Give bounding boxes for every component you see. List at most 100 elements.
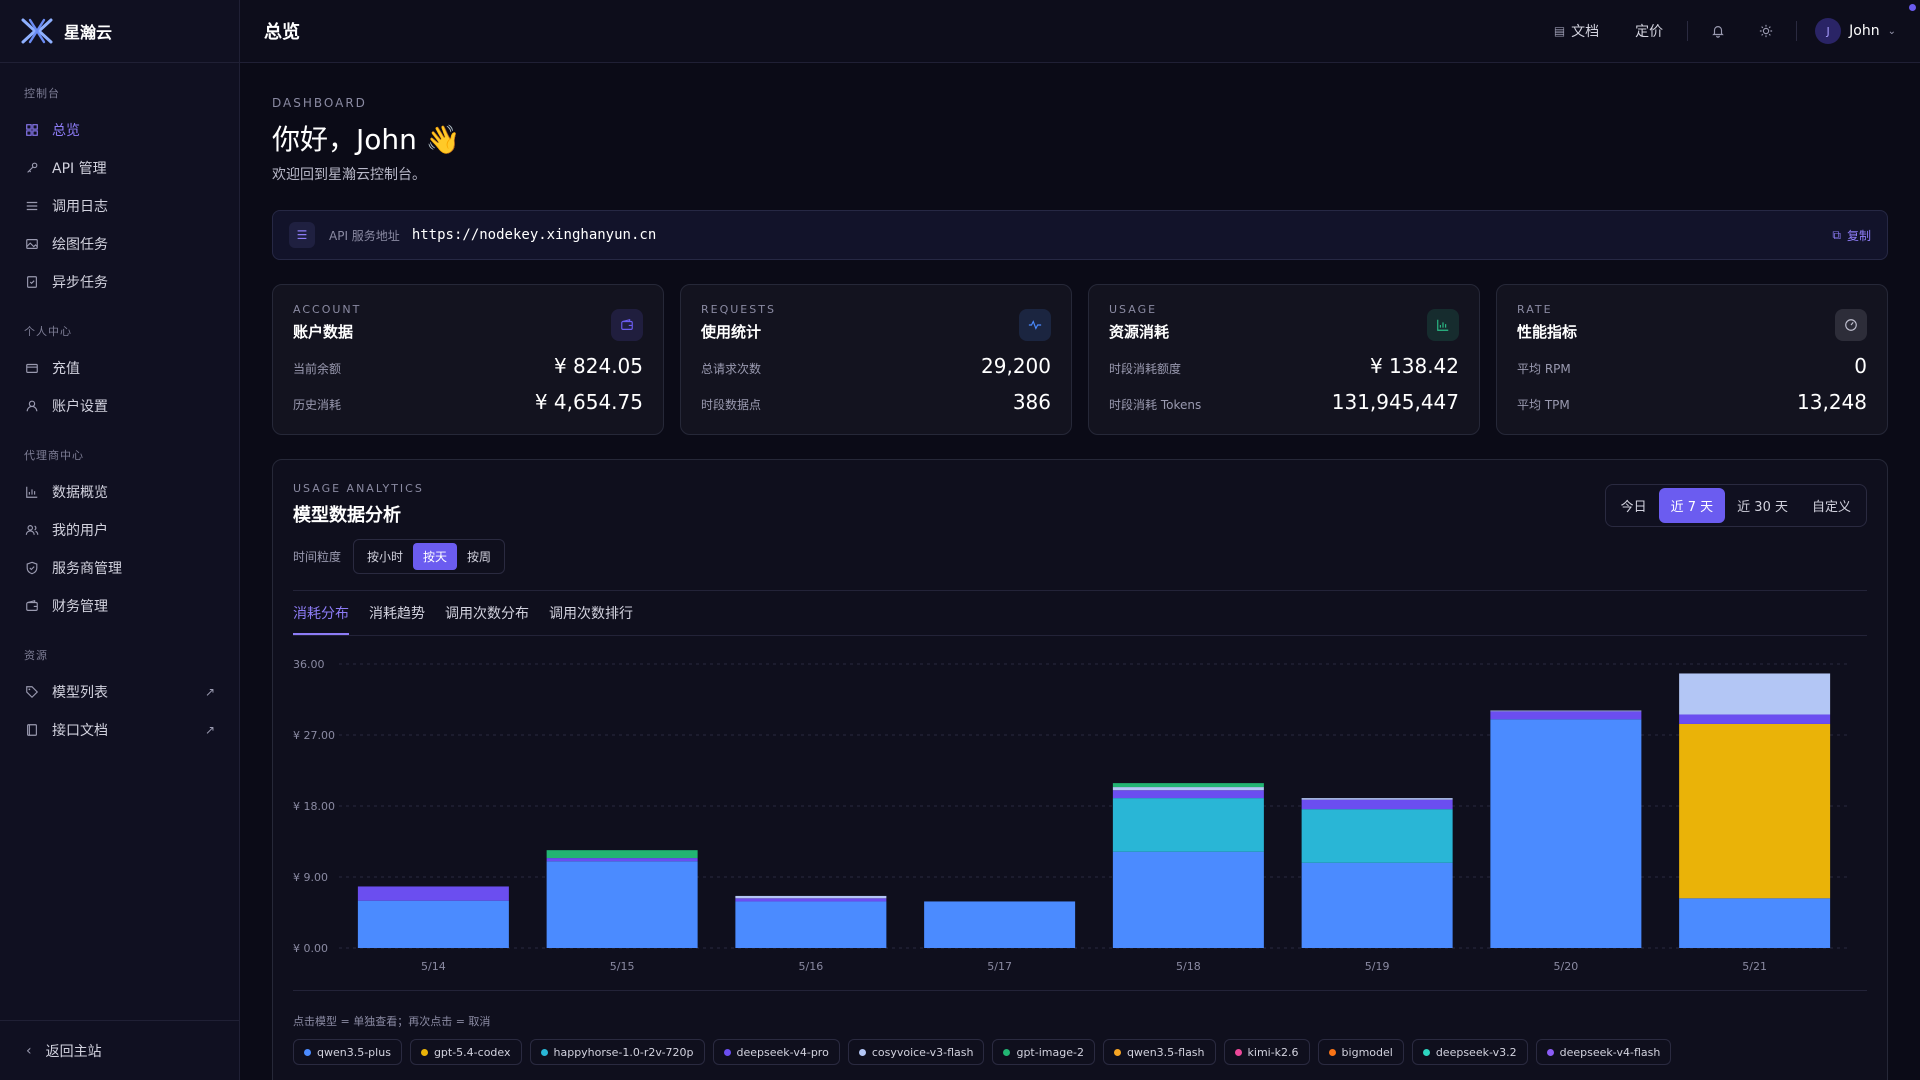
bar-segment[interactable] bbox=[1301, 809, 1453, 863]
bar-chart-icon bbox=[24, 484, 40, 500]
copy-button[interactable]: ⧉ 复制 bbox=[1832, 227, 1871, 244]
sidebar-item[interactable]: API 管理 bbox=[0, 149, 239, 187]
x-tick-label: 5/19 bbox=[1365, 960, 1390, 973]
granularity-button[interactable]: 按周 bbox=[467, 550, 492, 564]
legend-dot bbox=[1003, 1048, 1011, 1056]
sidebar-item[interactable]: 我的用户 bbox=[0, 511, 239, 549]
bar-segment[interactable] bbox=[357, 886, 509, 901]
row-label: 当前余额 bbox=[293, 362, 342, 376]
legend-dot bbox=[1328, 1048, 1336, 1056]
x-tick-label: 5/16 bbox=[799, 960, 824, 973]
analytics-tab[interactable]: 消耗分布 bbox=[293, 603, 349, 635]
bar-segment[interactable] bbox=[1490, 710, 1642, 712]
theme-toggle-button[interactable] bbox=[1748, 13, 1784, 49]
y-tick-label: ¥ 27.00 bbox=[293, 729, 335, 742]
book-icon bbox=[24, 722, 40, 738]
docs-icon: ▤ bbox=[1553, 24, 1566, 38]
sidebar-item[interactable]: 调用日志 bbox=[0, 187, 239, 225]
sidebar-item[interactable]: 账户设置 bbox=[0, 387, 239, 425]
docs-link[interactable]: ▤ 文档 bbox=[1536, 21, 1617, 41]
range-button[interactable]: 近 30 天 bbox=[1737, 500, 1788, 515]
legend-item[interactable]: deepseek-v4-flash bbox=[1535, 1039, 1672, 1065]
legend-item[interactable]: gpt-5.4-codex bbox=[409, 1039, 522, 1065]
bar-segment[interactable] bbox=[1112, 783, 1264, 788]
analytics-tab[interactable]: 调用次数排行 bbox=[549, 606, 633, 622]
row-value: 131,945,447 bbox=[1331, 390, 1459, 414]
analytics-title: 模型数据分析 bbox=[293, 505, 401, 526]
bar-segment[interactable] bbox=[1301, 799, 1453, 810]
copy-icon: ⧉ bbox=[1832, 227, 1841, 242]
range-button[interactable]: 近 7 天 bbox=[1658, 488, 1726, 523]
legend-dot bbox=[1422, 1048, 1430, 1056]
bar-segment[interactable] bbox=[546, 861, 698, 948]
bar-segment[interactable] bbox=[1112, 798, 1264, 852]
legend-item[interactable]: happyhorse-1.0-r2v-720p bbox=[529, 1039, 705, 1065]
range-button[interactable]: 今日 bbox=[1620, 500, 1647, 515]
bar-segment[interactable] bbox=[1679, 714, 1831, 724]
legend-item[interactable]: qwen3.5-flash bbox=[1102, 1039, 1216, 1065]
legend-label: deepseek-v4-pro bbox=[736, 1045, 829, 1059]
bar-segment[interactable] bbox=[1112, 790, 1264, 799]
granularity-button[interactable]: 按天 bbox=[413, 543, 458, 570]
range-button[interactable]: 自定义 bbox=[1811, 500, 1851, 515]
analytics-tab[interactable]: 消耗趋势 bbox=[369, 606, 425, 622]
list-icon bbox=[24, 198, 40, 214]
bar-segment[interactable] bbox=[1679, 673, 1831, 715]
legend-label: qwen3.5-flash bbox=[1126, 1045, 1205, 1059]
sidebar-item-label: 绘图任务 bbox=[52, 237, 108, 253]
nav-section-title: 控制台 bbox=[24, 87, 60, 100]
divider bbox=[293, 590, 1867, 591]
api-url[interactable]: https://nodekey.xinghanyun.cn bbox=[411, 227, 657, 243]
legend-item[interactable]: kimi-k2.6 bbox=[1223, 1039, 1310, 1065]
legend-item[interactable]: deepseek-v4-pro bbox=[712, 1039, 840, 1065]
legend-item[interactable]: gpt-image-2 bbox=[992, 1039, 1095, 1065]
analytics-tab[interactable]: 调用次数分布 bbox=[445, 606, 529, 622]
bar-segment[interactable] bbox=[1112, 851, 1264, 948]
sidebar-item[interactable]: 总览 bbox=[0, 111, 239, 149]
bar-segment[interactable] bbox=[924, 901, 1076, 948]
pricing-link[interactable]: 定价 bbox=[1617, 21, 1681, 41]
bar-segment[interactable] bbox=[735, 895, 887, 899]
sidebar-item[interactable]: 异步任务 bbox=[0, 263, 239, 301]
bar-segment[interactable] bbox=[735, 901, 887, 948]
bar-segment[interactable] bbox=[735, 898, 887, 902]
sidebar-item[interactable]: 数据概览 bbox=[0, 473, 239, 511]
sidebar-item[interactable]: 模型列表 ↗ bbox=[0, 673, 239, 711]
chart-legend: qwen3.5-plus gpt-5.4-codex happyhorse-1.0-… bbox=[293, 1039, 1867, 1065]
granularity-button[interactable]: 按小时 bbox=[367, 550, 404, 564]
stat-card: USAGE 资源消耗 时段消耗额度 ¥ 138.42 时段消耗 Tokens 131,94… bbox=[1088, 284, 1480, 435]
external-link-icon: ↗ bbox=[204, 685, 215, 699]
image-icon bbox=[24, 236, 40, 252]
brand-logo-icon bbox=[21, 18, 53, 44]
bar-segment[interactable] bbox=[1301, 798, 1453, 800]
legend-item[interactable]: cosyvoice-v3-flash bbox=[847, 1039, 985, 1065]
legend-item[interactable]: deepseek-v3.2 bbox=[1411, 1039, 1528, 1065]
bar-segment[interactable] bbox=[1490, 711, 1642, 720]
sidebar-item[interactable]: 财务管理 bbox=[0, 587, 239, 625]
notification-button[interactable] bbox=[1700, 13, 1736, 49]
user-icon bbox=[24, 398, 40, 414]
bar-segment[interactable] bbox=[1490, 719, 1642, 948]
user-menu[interactable]: J John ⌄ bbox=[1803, 18, 1896, 44]
bar-segment[interactable] bbox=[546, 850, 698, 859]
back-home-link[interactable]: ‹ 返回主站 bbox=[0, 1020, 240, 1080]
bar-segment[interactable] bbox=[357, 900, 509, 948]
sidebar-item[interactable]: 充值 bbox=[0, 349, 239, 387]
bar-segment[interactable] bbox=[1679, 723, 1831, 899]
legend-item[interactable]: bigmodel bbox=[1317, 1039, 1404, 1065]
back-home-label: 返回主站 bbox=[45, 1043, 102, 1060]
bar-segment[interactable] bbox=[546, 858, 698, 862]
bar-segment[interactable] bbox=[1112, 787, 1264, 791]
usage-analytics-panel: USAGE ANALYTICS 模型数据分析 今日近 7 天近 30 天自定义 … bbox=[272, 459, 1888, 1080]
brand[interactable]: 星瀚云 bbox=[0, 0, 239, 63]
row-value: ¥ 138.42 bbox=[1369, 354, 1459, 378]
sidebar-item[interactable]: 绘图任务 bbox=[0, 225, 239, 263]
legend-item[interactable]: qwen3.5-plus bbox=[293, 1039, 402, 1065]
bar-segment[interactable] bbox=[1679, 898, 1831, 948]
sidebar-item[interactable]: 服务商管理 bbox=[0, 549, 239, 587]
legend-label: bigmodel bbox=[1341, 1045, 1393, 1059]
sidebar-item[interactable]: 接口文档 ↗ bbox=[0, 711, 239, 749]
stat-card: REQUESTS 使用统计 总请求次数 29,200 时段数据点 386 bbox=[680, 284, 1072, 435]
bar-segment[interactable] bbox=[1301, 862, 1453, 948]
stat-card: ACCOUNT 账户数据 当前余额 ¥ 824.05 历史消耗 ¥ 4,654.75 bbox=[272, 284, 664, 435]
